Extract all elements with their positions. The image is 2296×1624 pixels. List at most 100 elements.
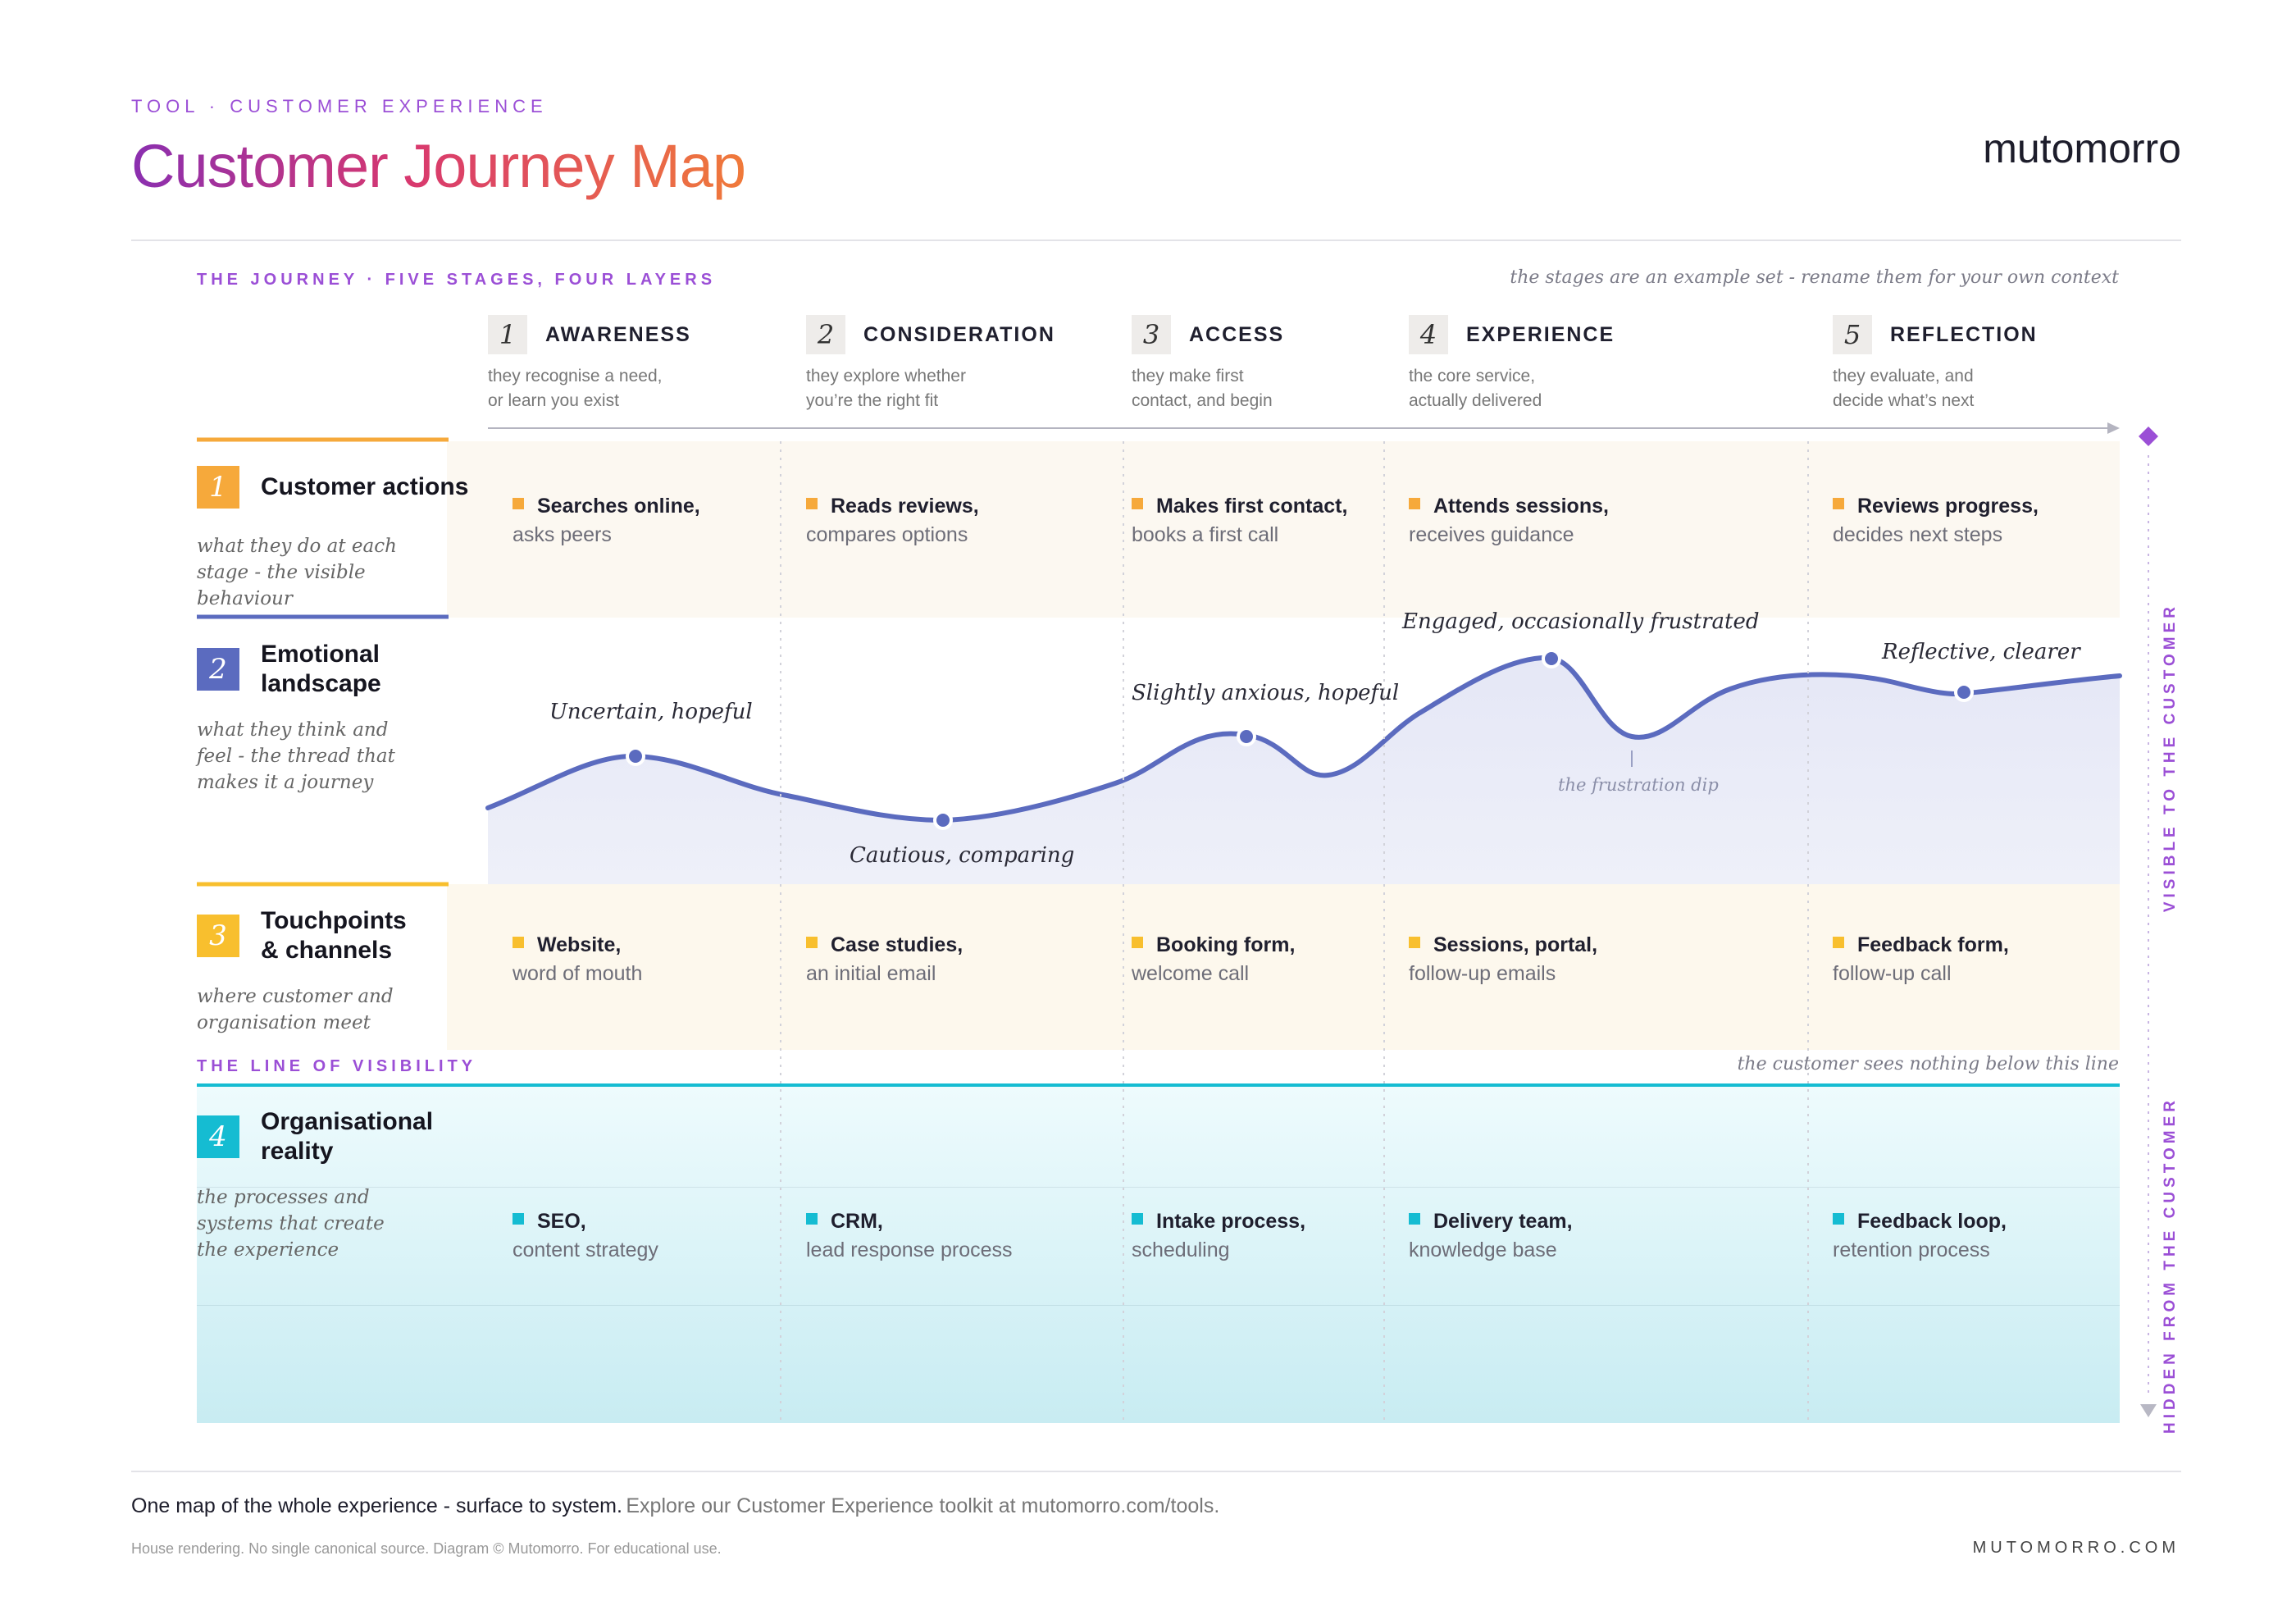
layer-title: Emotional [261,641,380,668]
emotion-point-reflection [1954,682,1974,702]
org-gridline [197,1187,2120,1188]
timeline-arrowhead [2107,422,2120,434]
hidden-from-customer-label: HIDDEN FROM THE CUSTOMER [2162,1097,2179,1434]
footer-small-print: House rendering. No single canonical sou… [131,1540,722,1557]
touchpoint-cell: Website, word of mouth [512,933,642,986]
cell-bold-text: Feedback form, [1857,933,2009,956]
layer-desc-line: makes it a journey [197,772,374,793]
cell-bold-text: Case studies, [831,933,963,956]
stage-access: 3 ACCESS they make first contact, and be… [1132,315,1284,413]
cell-bold-text: Searches online, [537,495,700,518]
cell-sub-text: an initial email [806,962,936,985]
layer-desc-line: the experience [197,1239,339,1261]
cell-sub-text: welcome call [1132,962,1250,985]
layer-desc-line: the processes and [197,1187,370,1208]
touchpoints-band [447,884,2120,1050]
bullet-square [1132,937,1143,948]
emotion-point-consideration [933,810,953,830]
bullet-square [806,1213,818,1225]
emotion-label: Engaged, occasionally frustrated [1402,609,1760,634]
emotion-point-experience [1542,649,1561,668]
layer-title: landscape [261,670,381,697]
cell-sub-text: compares options [806,523,968,546]
layer-touchpoints-label: 3 Touchpoints & channels where customer … [197,906,407,1036]
bullet-square [1833,498,1844,509]
stage-desc-line1: they evaluate, and [1833,367,1974,385]
layer-desc-line: systems that create [197,1213,385,1234]
diamond-marker [2139,427,2158,446]
layer-title: reality [261,1138,334,1165]
visible-to-customer-label: VISIBLE TO THE CUSTOMER [2162,603,2179,913]
cell-sub-text: follow-up emails [1409,962,1556,985]
action-cell: Reviews progress, decides next steps [1833,495,2039,547]
stage-experience: 4 EXPERIENCE the core service, actually … [1409,315,1615,413]
journey-note: the stages are an example set - rename t… [1510,267,2119,288]
stage-number: 5 [1833,315,1872,354]
page-title: Customer Journey Map [131,132,746,200]
org-cell: Intake process, scheduling [1132,1210,1305,1262]
stage-name: EXPERIENCE [1466,322,1615,346]
layer-actions-label: 1 Customer actions what they do at each … [197,466,468,612]
cell-sub-text: books a first call [1132,523,1279,546]
cell-bold-text: Booking form, [1156,933,1296,956]
stage-awareness: 1 AWARENESS they recognise a need, or le… [488,315,691,413]
layer-desc: where customer and organisation meet [197,983,407,1036]
bullet-square [1833,937,1844,948]
cell-sub-text: word of mouth [512,962,643,985]
cell-sub-text: content strategy [512,1239,658,1261]
cell-bold-text: Website, [537,933,622,956]
stage-number: 3 [1132,315,1171,354]
stage-desc-line2: or learn you exist [488,391,619,410]
header-divider [131,239,2181,241]
kicker: TOOL · CUSTOMER EXPERIENCE [131,96,548,116]
cell-bold-text: Reads reviews, [831,495,979,518]
brand-logo[interactable]: mutomorro [1983,125,2181,171]
org-cell: SEO, content strategy [512,1210,658,1262]
cell-sub-text: follow-up call [1833,962,1952,985]
stage-desc-line1: they explore whether [806,367,966,385]
emotion-curve [485,655,2122,823]
visibility-note: the customer sees nothing below this lin… [1737,1054,2119,1074]
bullet-square [512,498,524,509]
action-cell: Attends sessions, receives guidance [1409,495,1609,547]
visibility-label: THE LINE OF VISIBILITY [197,1057,477,1075]
action-cell: Searches online, asks peers [512,495,700,547]
bullet-square [1132,1213,1143,1225]
bullet-square [512,937,524,948]
layer-desc: what they think and feel - the thread th… [197,717,395,796]
cell-bold-text: Sessions, portal, [1433,933,1598,956]
layer-desc: the processes and systems that create th… [197,1184,433,1263]
bullet-square [1833,1213,1844,1225]
stage-desc-line1: they make first [1132,367,1244,385]
emotion-label: Reflective, clearer [1882,640,2080,664]
layer-desc-line: organisation meet [197,1012,371,1033]
journey-section-label: THE JOURNEY · FIVE STAGES, FOUR LAYERS [197,271,717,289]
bullet-square [806,937,818,948]
emotion-point-awareness [626,746,645,766]
emotion-label: Slightly anxious, hopeful [1132,681,1400,705]
cell-sub-text: lead response process [806,1239,1013,1261]
layer-desc-line: what they think and [197,719,389,741]
stage-desc-line1: the core service, [1409,367,1536,385]
org-cell: CRM, lead response process [806,1210,1013,1262]
cell-bold-text: Feedback loop, [1857,1210,2007,1233]
stage-desc-line2: actually delivered [1409,391,1542,410]
cell-sub-text: retention process [1833,1239,1990,1261]
stage-name: AWARENESS [545,322,691,346]
layer-emotion-label: 2 Emotional landscape what they think an… [197,640,395,796]
stage-reflection: 5 REFLECTION they evaluate, and decide w… [1833,315,2038,413]
layer-number-box: 3 [197,915,239,957]
layer-number-box: 4 [197,1115,239,1158]
layer-desc-line: what they do at each [197,536,397,557]
stage-name: ACCESS [1189,322,1285,346]
layer-number-box: 1 [197,466,239,509]
footer-url-link[interactable]: MUTOMORRO.COM [1972,1539,2180,1557]
footer-light-text[interactable]: Explore our Customer Experience toolkit … [626,1494,1220,1517]
bullet-square [1132,498,1143,509]
bullet-square [1409,1213,1420,1225]
cell-bold-text: Intake process, [1156,1210,1306,1233]
org-band [197,1085,2120,1423]
cell-bold-text: Reviews progress, [1857,495,2039,518]
bullet-square [1409,937,1420,948]
